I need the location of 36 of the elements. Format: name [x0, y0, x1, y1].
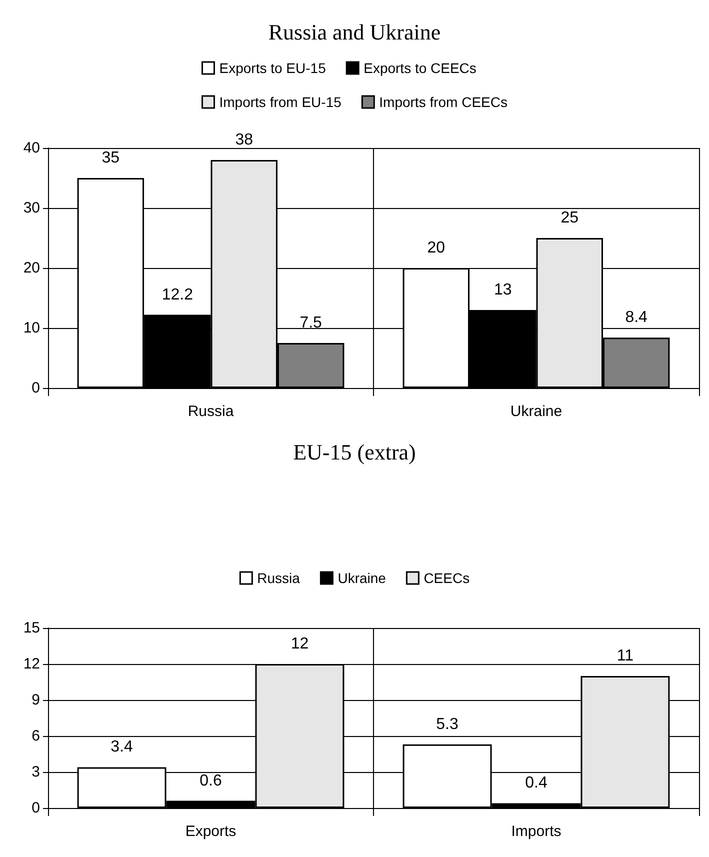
y-tick-label: 0 [32, 380, 40, 396]
y-tick-label: 15 [23, 620, 40, 636]
chart-title: EU-15 (extra) [293, 440, 416, 464]
data-label: 0.6 [200, 772, 222, 790]
data-label: 3.4 [110, 738, 133, 756]
y-tick-label: 3 [32, 764, 40, 780]
y-tick-label: 30 [23, 200, 40, 216]
y-tick-label: 0 [32, 800, 40, 816]
data-label: 13 [494, 282, 512, 298]
legend-label: Exports to EU-15 [219, 60, 326, 76]
data-label: 38 [235, 132, 254, 148]
y-tick-label: 10 [23, 320, 40, 336]
data-label: 11 [616, 648, 634, 664]
x-tick-label: Exports [185, 823, 236, 840]
legend-label: Ukraine [338, 570, 386, 586]
legend-label: CEECs [424, 570, 470, 586]
y-tick-label: 12 [23, 656, 40, 672]
data-label: 8.4 [625, 309, 648, 326]
legend-label: Exports to CEECs [364, 60, 476, 76]
data-label: 12.2 [162, 286, 194, 304]
legend-label: Russia [257, 570, 300, 586]
y-tick-label: 9 [32, 692, 40, 708]
y-tick-label: 6 [32, 728, 40, 744]
data-label: 35 [102, 150, 120, 166]
y-tick-label: 20 [23, 260, 40, 276]
legend-label: Imports from EU-15 [219, 94, 342, 110]
data-label: 0.4 [525, 774, 548, 792]
data-label: 20 [427, 240, 446, 256]
chart-title: Russia and Ukraine [268, 20, 441, 44]
data-label: 12 [290, 636, 309, 652]
y-tick-label: 40 [23, 140, 40, 156]
data-label: 25 [560, 210, 579, 226]
data-label: 7.5 [300, 314, 322, 332]
data-label: 5.3 [436, 716, 458, 733]
x-tick-label: Imports [511, 823, 562, 840]
legend-label: Imports from CEECs [379, 94, 508, 110]
